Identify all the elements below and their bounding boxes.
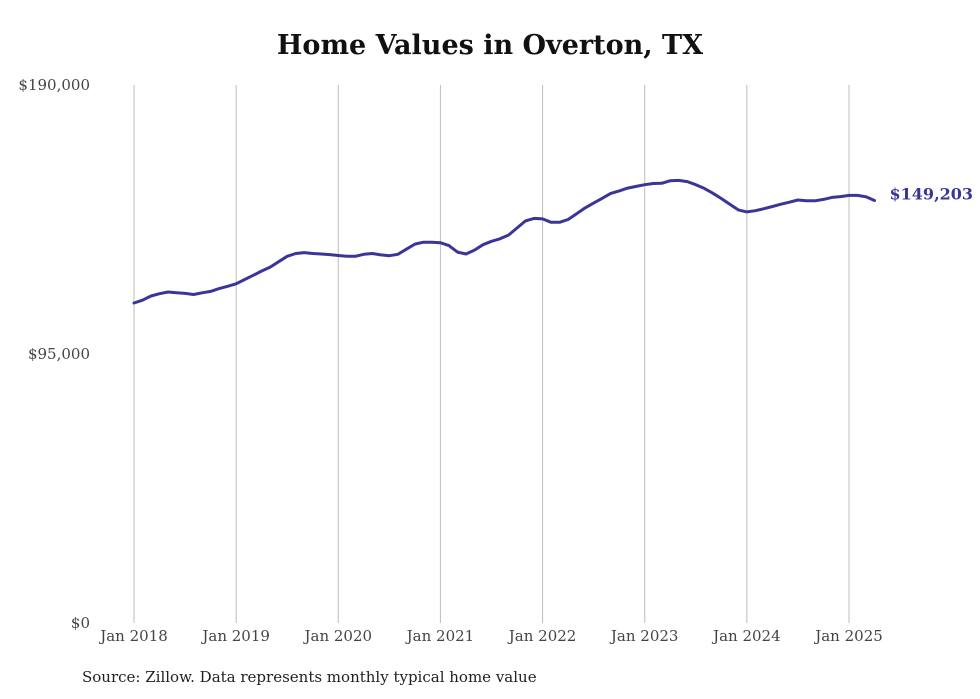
y-tick-label: $95,000 [28,345,90,363]
chart-title: Home Values in Overton, TX [276,30,704,61]
x-tick-label: Jan 2020 [303,627,373,645]
x-tick-label: Jan 2023 [609,627,679,645]
series-layer: $149,203 [132,178,974,305]
source-note: Source: Zillow. Data represents monthly … [82,668,537,686]
x-tick-label: Jan 2018 [98,627,168,645]
x-axis-ticks: Jan 2018 Jan 2019 Jan 2020 Jan 2021 Jan 2022… [98,627,883,645]
x-tick-label: Jan 2024 [711,627,781,645]
y-tick-label: $0 [71,614,90,632]
x-tick-label: Jan 2025 [813,627,883,645]
end-value-label: $149,203 [890,185,974,204]
y-tick-label: $190,000 [18,76,90,94]
x-tick-label: Jan 2021 [405,627,475,645]
series-line [132,178,876,305]
gridlines [133,85,850,623]
y-axis-ticks: $0 $95,000 $190,000 [18,76,90,632]
x-tick-label: Jan 2022 [507,627,577,645]
x-tick-label: Jan 2019 [200,627,270,645]
